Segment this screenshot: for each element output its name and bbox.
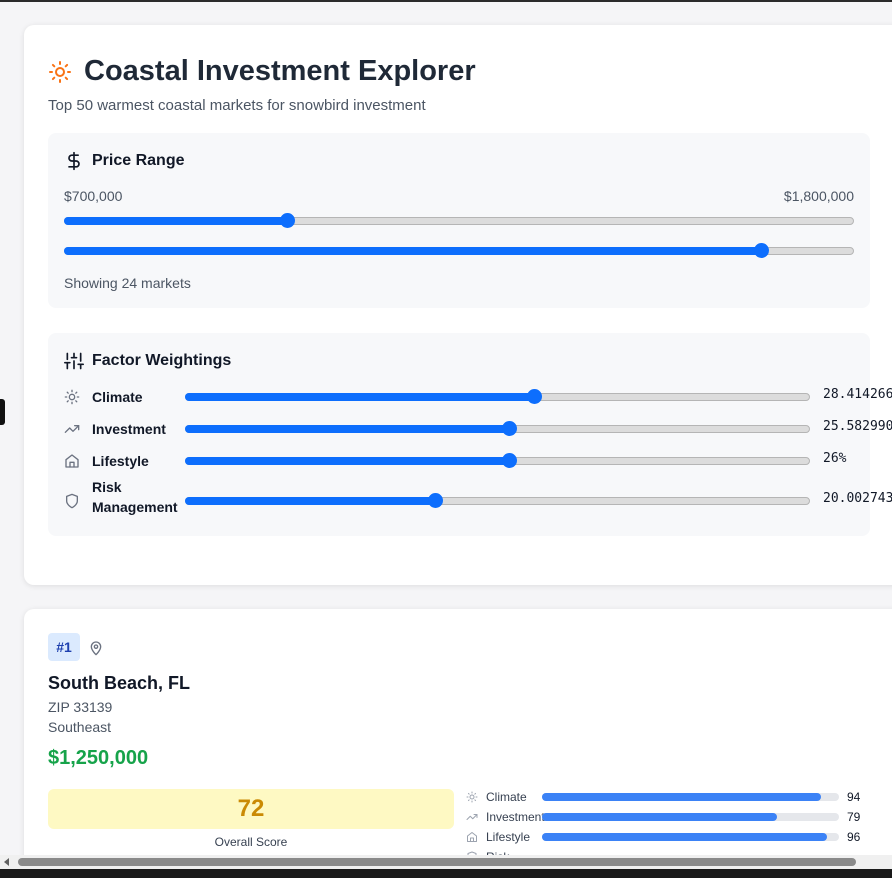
slider-fill <box>64 217 287 225</box>
weight-value: 28.414266 <box>823 387 892 402</box>
page-title: Coastal Investment Explorer <box>84 55 476 87</box>
overall-score: 72 <box>48 789 454 829</box>
trending-up-icon <box>64 425 80 433</box>
market-region: Southeast <box>48 719 112 735</box>
slider-thumb[interactable] <box>279 213 295 228</box>
metric-bar-fill <box>542 813 777 821</box>
home-icon <box>467 832 477 842</box>
metric-value: 96 <box>847 830 861 844</box>
slider-fill <box>185 457 510 465</box>
rank-badge: #1 <box>48 633 80 661</box>
slider-thumb[interactable] <box>428 493 443 508</box>
market-card[interactable]: #1 South Beach, FL ZIP 33139 Southeast $… <box>24 609 892 878</box>
metric-bar-fill <box>542 833 828 841</box>
factor-weightings-heading: Factor Weightings <box>64 351 231 371</box>
weight-label: Risk Management <box>92 479 178 515</box>
metric-row-lifestyle: Lifestyle 96 <box>466 829 866 845</box>
horizontal-scrollbar[interactable] <box>0 855 892 869</box>
window-bottom-border <box>0 869 892 878</box>
weight-label: Lifestyle <box>92 453 149 469</box>
map-pin-icon[interactable] <box>88 640 104 656</box>
window-top-border <box>0 0 892 2</box>
weight-value: 26% <box>823 451 847 466</box>
factor-weightings-panel: Factor Weightings Climate 28.414266 I <box>48 333 892 536</box>
weight-row-climate: Climate 28.414266 <box>64 385 892 409</box>
market-city: South Beach, FL <box>48 673 191 693</box>
slider-fill <box>64 247 761 255</box>
slider-thumb[interactable] <box>526 389 542 404</box>
shield-icon <box>66 493 78 509</box>
weight-value: 20.002743 <box>823 491 892 506</box>
weight-label: Investment <box>92 421 166 437</box>
market-price: $1,250,000 <box>48 747 149 769</box>
market-count: Showing 24 markets <box>64 275 191 291</box>
slider-thumb[interactable] <box>502 453 518 468</box>
slider-fill <box>185 393 534 401</box>
sun-icon <box>49 60 71 83</box>
risk-weight-slider[interactable] <box>185 493 810 508</box>
metric-bar-fill <box>542 793 822 801</box>
filters-card: Coastal Investment Explorer Top 50 warme… <box>24 25 892 585</box>
metric-label: Climate <box>486 790 527 804</box>
header: Coastal Investment Explorer <box>48 55 476 88</box>
metric-value: 94 <box>847 790 861 804</box>
price-min-label: $700,000 <box>64 188 123 204</box>
metric-value: 79 <box>847 810 861 824</box>
side-panel-handle[interactable] <box>0 399 5 425</box>
weight-row-risk: Risk Management 20.002743 <box>64 479 892 515</box>
market-zip: ZIP 33139 <box>48 699 113 715</box>
metric-label: Investment <box>486 810 545 824</box>
metric-bar-track <box>542 833 839 841</box>
weight-value: 25.582990 <box>823 419 892 434</box>
metric-row-climate: Climate 94 <box>466 789 866 805</box>
sliders-icon <box>64 352 84 370</box>
weight-row-lifestyle: Lifestyle 26% <box>64 449 870 473</box>
scroll-left-arrow-icon[interactable] <box>4 858 9 866</box>
climate-weight-slider[interactable] <box>185 389 810 404</box>
slider-fill <box>185 425 510 433</box>
price-max-label: $1,800,000 <box>783 188 854 204</box>
price-min-slider[interactable] <box>64 213 854 228</box>
dollar-icon <box>68 151 80 171</box>
lifestyle-weight-slider[interactable] <box>185 453 810 468</box>
factor-weightings-title: Factor Weightings <box>92 352 232 369</box>
overall-score-label: Overall Score <box>214 835 288 849</box>
page-subtitle: Top 50 warmest coastal markets for snowb… <box>48 97 426 114</box>
weight-label: Climate <box>92 389 143 405</box>
metric-bar-track <box>542 813 839 821</box>
trending-up-icon <box>466 814 478 820</box>
scrollbar-thumb[interactable] <box>18 858 856 866</box>
slider-thumb[interactable] <box>502 421 518 436</box>
slider-fill <box>185 497 435 505</box>
sun-icon <box>64 389 80 405</box>
price-range-panel: Price Range $700,000 $1,800,000 Showing … <box>48 133 870 308</box>
home-icon <box>65 454 79 468</box>
slider-thumb[interactable] <box>753 243 769 258</box>
sun-icon <box>466 791 478 803</box>
metric-row-investment: Investment 79 <box>466 809 866 825</box>
investment-weight-slider[interactable] <box>185 421 810 436</box>
metric-label: Lifestyle <box>486 830 531 844</box>
price-range-heading: Price Range <box>64 151 184 171</box>
price-range-title: Price Range <box>92 152 185 169</box>
price-max-slider[interactable] <box>64 243 854 258</box>
weight-row-investment: Investment 25.582990 <box>64 417 892 441</box>
metric-bar-track <box>542 793 839 801</box>
